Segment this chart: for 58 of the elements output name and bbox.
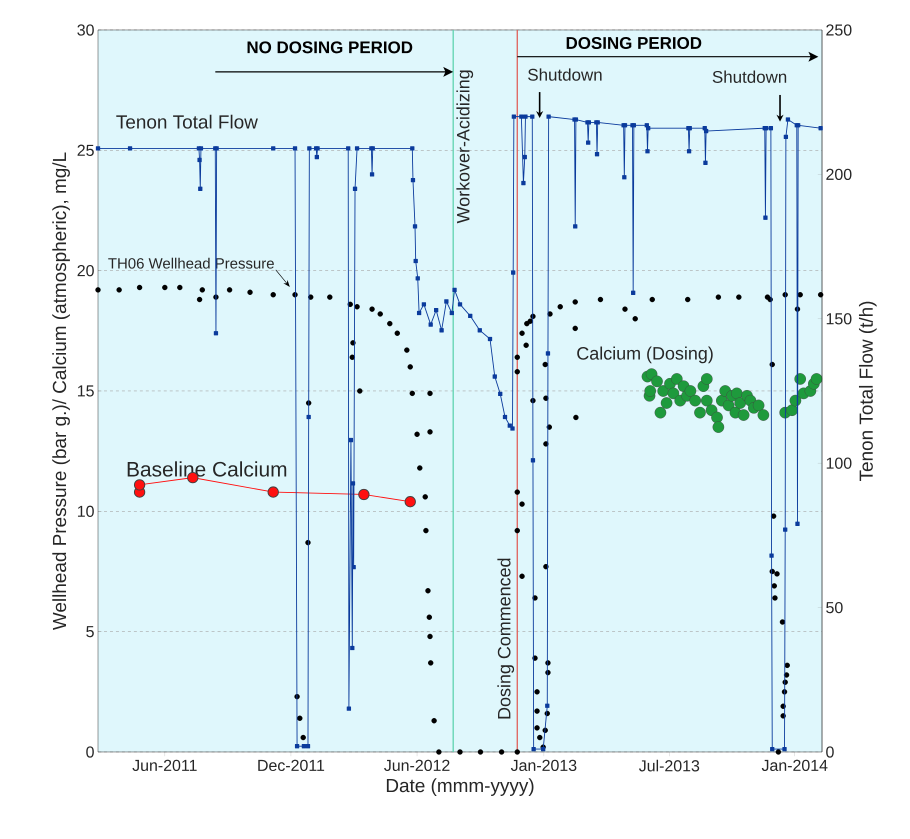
point [134,479,146,490]
y2-tick-label: 200 [826,168,852,180]
point [654,406,666,418]
point [358,488,370,500]
y2-tick-label: 150 [826,313,852,324]
point [711,412,723,424]
x-tick-label: Jul-2013 [638,760,700,772]
ref-line-label: Dosing Commenced [497,558,514,718]
point [404,496,416,508]
point [644,385,656,397]
point [730,388,743,400]
point [660,397,672,409]
point [738,409,750,421]
point [758,409,770,421]
y2-tick-label: 100 [826,458,852,469]
x-tick-label: Jun-2011 [132,760,197,772]
y-tick-label: 15 [78,385,94,397]
y-tick-label: 20 [78,265,94,276]
ref-line-label: Workover-Acidizing [456,70,474,224]
series-label: Tenon Total Flow [116,114,258,129]
point [734,397,746,409]
point [671,373,683,385]
point [786,404,798,416]
x-tick-label: Jan-2013 [510,760,576,772]
series-label: Baseline Calcium [128,461,286,477]
point [712,421,724,433]
series-label: TH06 Wellhead Pressure [108,258,274,269]
x-axis-title: Date (mmm-yyyy) [386,778,534,796]
y-tick-label: 5 [86,626,94,638]
y2-tick-label: 0 [826,746,834,758]
annotation: Shutdown [528,68,602,81]
point [684,385,696,397]
x-tick-label: Jan-2014 [762,760,828,772]
x-tick-label: Dec-2011 [258,760,324,772]
point [701,394,713,406]
point [794,373,806,385]
point [694,406,706,418]
y2-tick-label: 250 [826,24,852,36]
point [752,400,764,412]
y2-axis-title: Tenon Total Flow (t/h) [858,302,877,482]
x-tick-label: Jun-2012 [384,760,450,772]
y-tick-label: 30 [77,24,94,36]
point [722,400,734,412]
point [701,373,713,385]
y-tick-label: 25 [78,144,94,156]
annotation: DOSING PERIOD [566,36,702,49]
point [810,373,822,385]
y2-tick-label: 50 [826,602,843,614]
point [651,376,663,388]
y-axis-title: Wellhead Pressure (bar g.)/ Calcium (atmospheric), mg/L [52,152,70,630]
point [668,388,680,400]
y-tick-label: 0 [86,746,94,758]
y-tick-label: 10 [78,506,94,517]
point [689,394,702,406]
series-label: Calcium (Dosing) [577,346,713,364]
annotation: NO DOSING PERIOD [248,41,412,54]
point [268,486,279,498]
annotation: Shutdown [712,70,786,83]
